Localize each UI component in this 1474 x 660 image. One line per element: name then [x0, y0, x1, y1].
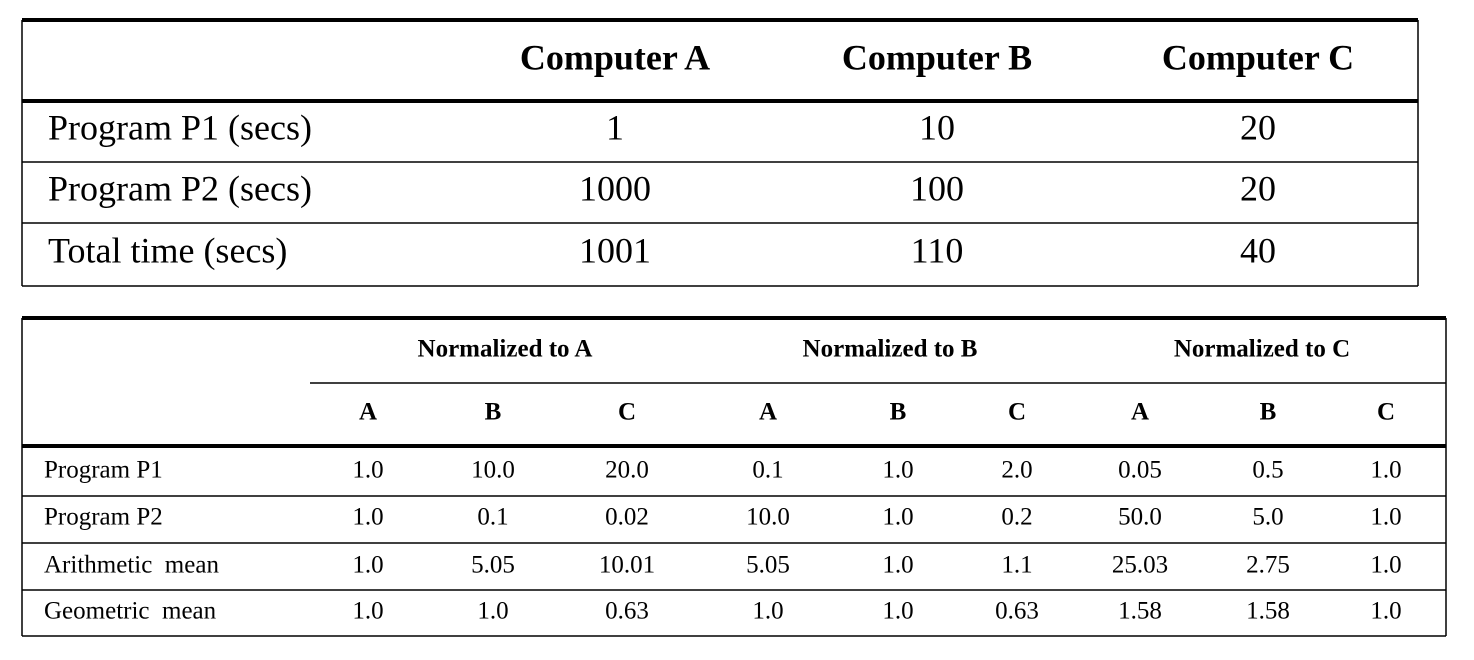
column-header: Computer A: [520, 37, 710, 77]
row-label: Program P1 (secs): [48, 107, 312, 147]
row-label: Total time (secs): [48, 230, 287, 270]
table1-rules: [21, 18, 1419, 287]
cell: 1.0: [882, 504, 913, 531]
cell: 1.0: [1370, 552, 1401, 579]
cell: 1.0: [352, 598, 383, 625]
row-label: Program P2: [44, 504, 163, 531]
cell: 0.1: [752, 457, 783, 484]
column-header: C: [618, 399, 636, 426]
cell: 5.05: [746, 552, 790, 579]
row-label: Arithmetic mean: [44, 552, 219, 579]
cell: 1.0: [1370, 504, 1401, 531]
cell: 1.58: [1118, 598, 1162, 625]
column-header: B: [890, 399, 907, 426]
row-label: Geometric mean: [44, 598, 217, 625]
group-header: Normalized to B: [803, 336, 978, 363]
cell: 0.63: [995, 598, 1039, 625]
cell: 1.0: [1370, 598, 1401, 625]
cell: 10.0: [471, 457, 515, 484]
cell: 20: [1240, 168, 1276, 208]
cell: 1.58: [1246, 598, 1290, 625]
group-header: Normalized to A: [418, 336, 593, 363]
column-header: B: [1260, 399, 1277, 426]
cell: 1.0: [1370, 457, 1401, 484]
cell: 0.02: [605, 504, 649, 531]
cell: 0.05: [1118, 457, 1162, 484]
cell: 5.05: [471, 552, 515, 579]
column-header: Computer C: [1162, 37, 1354, 77]
cell: 10.01: [599, 552, 655, 579]
cell: 10: [919, 107, 955, 147]
cell: 25.03: [1112, 552, 1168, 579]
cell: 20.0: [605, 457, 649, 484]
cell: 1.0: [752, 598, 783, 625]
cell: 1.0: [477, 598, 508, 625]
cell: 0.63: [605, 598, 649, 625]
cell: 100: [910, 168, 964, 208]
column-header: A: [359, 399, 377, 426]
cell: 1.0: [352, 504, 383, 531]
cell: 50.0: [1118, 504, 1162, 531]
cell: 1.0: [882, 457, 913, 484]
cell: 0.5: [1252, 457, 1283, 484]
cell: 10.0: [746, 504, 790, 531]
cell: 1.0: [352, 552, 383, 579]
cell: 0.1: [477, 504, 508, 531]
cell: 2.75: [1246, 552, 1290, 579]
cell: 1.0: [882, 552, 913, 579]
column-header: C: [1377, 399, 1395, 426]
cell: 1.0: [352, 457, 383, 484]
column-header: A: [1131, 399, 1149, 426]
cell: 1: [606, 107, 624, 147]
cell: 1.0: [882, 598, 913, 625]
column-header: C: [1008, 399, 1026, 426]
column-header: A: [759, 399, 777, 426]
row-label: Program P2 (secs): [48, 168, 312, 208]
cell: 0.2: [1001, 504, 1032, 531]
cell: 1001: [579, 230, 651, 270]
column-header: Computer B: [842, 37, 1032, 77]
table2-rules: [21, 316, 1447, 637]
column-header: B: [485, 399, 502, 426]
row-label: Program P1: [44, 457, 163, 484]
cell: 20: [1240, 107, 1276, 147]
cell: 1000: [579, 168, 651, 208]
cell: 2.0: [1001, 457, 1032, 484]
cell: 110: [911, 230, 964, 270]
cell: 40: [1240, 230, 1276, 270]
group-header: Normalized to C: [1174, 336, 1350, 363]
cell: 5.0: [1252, 504, 1283, 531]
cell: 1.1: [1001, 552, 1032, 579]
